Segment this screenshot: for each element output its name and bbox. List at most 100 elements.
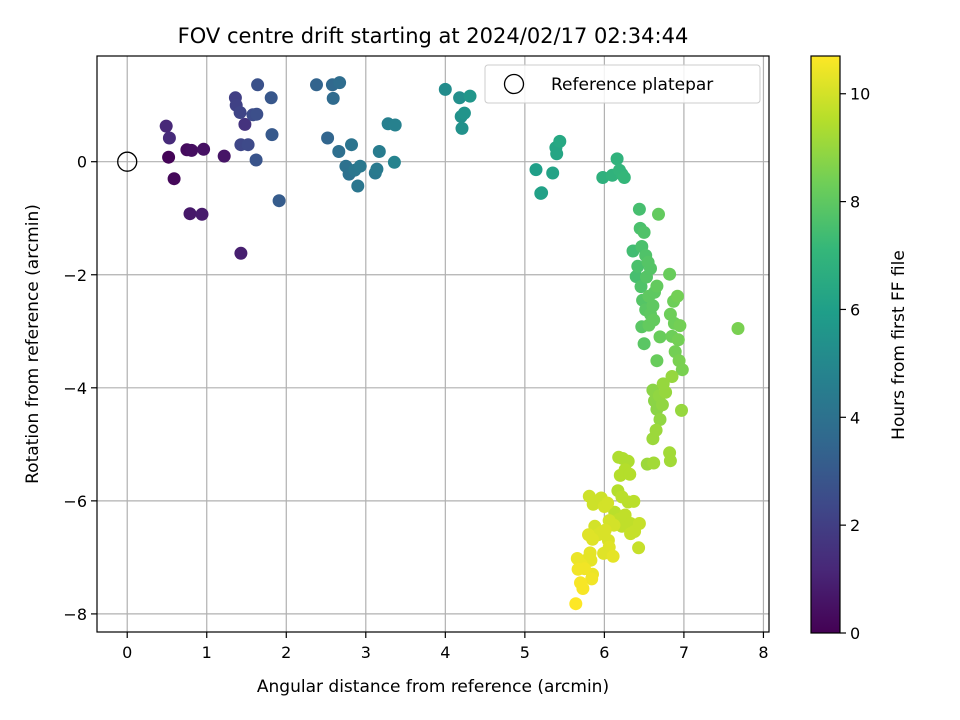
- data-point: [650, 279, 664, 293]
- colorbar-tick-label: 2: [850, 516, 860, 535]
- data-point: [250, 107, 264, 121]
- data-point: [606, 549, 620, 563]
- data-point: [649, 423, 663, 437]
- data-point: [647, 456, 661, 470]
- legend-entry-reference-platepar: Reference platepar: [551, 75, 713, 95]
- colorbar-tick-label: 8: [850, 193, 860, 212]
- data-point: [272, 194, 286, 208]
- data-point: [388, 118, 402, 132]
- data-point: [653, 413, 667, 426]
- data-point: [457, 106, 471, 120]
- data-point: [345, 138, 358, 152]
- x-tick-label: 2: [281, 643, 291, 662]
- data-point: [455, 121, 469, 135]
- data-point: [637, 225, 651, 239]
- colorbar-tick-label: 6: [850, 300, 860, 319]
- x-tick-label: 0: [122, 643, 132, 662]
- y-tick-label: 0: [77, 153, 87, 172]
- data-point: [233, 106, 247, 119]
- data-point: [265, 128, 279, 142]
- data-point: [598, 523, 612, 537]
- data-point: [535, 186, 549, 200]
- x-axis-ticks: 0 1 2 3 4 5 6 7 8: [122, 632, 769, 662]
- y-axis-label: Rotation from reference (arcmin): [23, 204, 43, 484]
- data-point: [321, 131, 335, 145]
- data-point: [671, 289, 684, 303]
- colorbar: [810, 55, 841, 634]
- x-tick-label: 6: [599, 643, 609, 662]
- data-point: [370, 162, 384, 176]
- y-tick-label: −2: [63, 266, 87, 285]
- data-point: [197, 142, 211, 156]
- data-point: [553, 134, 567, 148]
- data-point: [310, 78, 323, 92]
- legend-box: [484, 64, 761, 104]
- plot-frame: [96, 55, 770, 633]
- x-tick-label: 1: [202, 643, 212, 662]
- colorbar-tick-label: 0: [850, 624, 860, 643]
- data-point: [656, 377, 670, 391]
- data-point: [353, 159, 367, 173]
- x-tick-label: 4: [440, 643, 450, 662]
- data-point: [241, 138, 255, 152]
- data-point: [601, 496, 615, 510]
- y-tick-label: −8: [63, 605, 87, 624]
- data-point: [646, 299, 660, 313]
- data-point: [576, 582, 590, 595]
- data-point: [162, 131, 176, 145]
- data-point: [663, 267, 677, 281]
- legend: Reference platepar: [484, 64, 761, 104]
- data-point: [647, 313, 661, 327]
- data-point: [167, 172, 181, 186]
- data-point: [631, 259, 645, 273]
- data-point: [251, 78, 265, 92]
- data-point: [624, 527, 638, 541]
- data-point: [617, 171, 631, 184]
- data-point: [663, 454, 677, 468]
- data-point: [453, 91, 467, 105]
- data-point: [675, 363, 689, 377]
- data-point: [731, 322, 745, 335]
- data-point: [351, 179, 365, 193]
- colorbar-tick-label: 4: [850, 408, 860, 427]
- data-point: [264, 91, 278, 105]
- data-point: [162, 150, 176, 164]
- data-point: [332, 145, 346, 158]
- data-point: [629, 270, 643, 283]
- data-point: [637, 337, 651, 351]
- data-point: [623, 467, 637, 481]
- data-point: [586, 532, 599, 546]
- data-point: [195, 207, 209, 221]
- data-point: [217, 149, 231, 163]
- x-axis-label: Angular distance from reference (arcmin): [257, 677, 609, 697]
- data-point: [387, 155, 401, 169]
- x-tick-label: 7: [679, 643, 689, 662]
- x-tick-label: 3: [361, 643, 371, 662]
- data-point: [632, 517, 646, 530]
- data-point: [159, 119, 173, 133]
- data-point: [550, 147, 564, 161]
- colorbar-label: Hours from first FF file: [889, 250, 909, 440]
- x-tick-label: 8: [758, 643, 768, 662]
- data-point: [249, 153, 263, 167]
- data-point: [183, 207, 197, 221]
- chart-title: FOV centre drift starting at 2024/02/17 …: [178, 24, 689, 48]
- data-point: [585, 572, 599, 586]
- data-point: [675, 403, 688, 417]
- legend-marker-hollow-circle: [503, 73, 525, 95]
- data-point: [655, 398, 669, 412]
- data-point: [634, 280, 648, 294]
- data-point: [529, 163, 543, 177]
- y-tick-label: −6: [63, 492, 87, 511]
- data-point: [569, 597, 583, 611]
- data-point: [644, 262, 657, 275]
- data-point: [665, 370, 679, 383]
- y-axis-ticks: −8 −6 −4 −2 0: [63, 153, 97, 624]
- grid-lines: [97, 56, 769, 632]
- colorbar-ticks: 0 2 4 6 8 10: [840, 85, 870, 643]
- reference-point: [117, 151, 138, 172]
- data-point: [650, 354, 664, 368]
- data-point: [372, 145, 386, 158]
- data-point: [673, 319, 687, 333]
- data-point: [632, 541, 646, 555]
